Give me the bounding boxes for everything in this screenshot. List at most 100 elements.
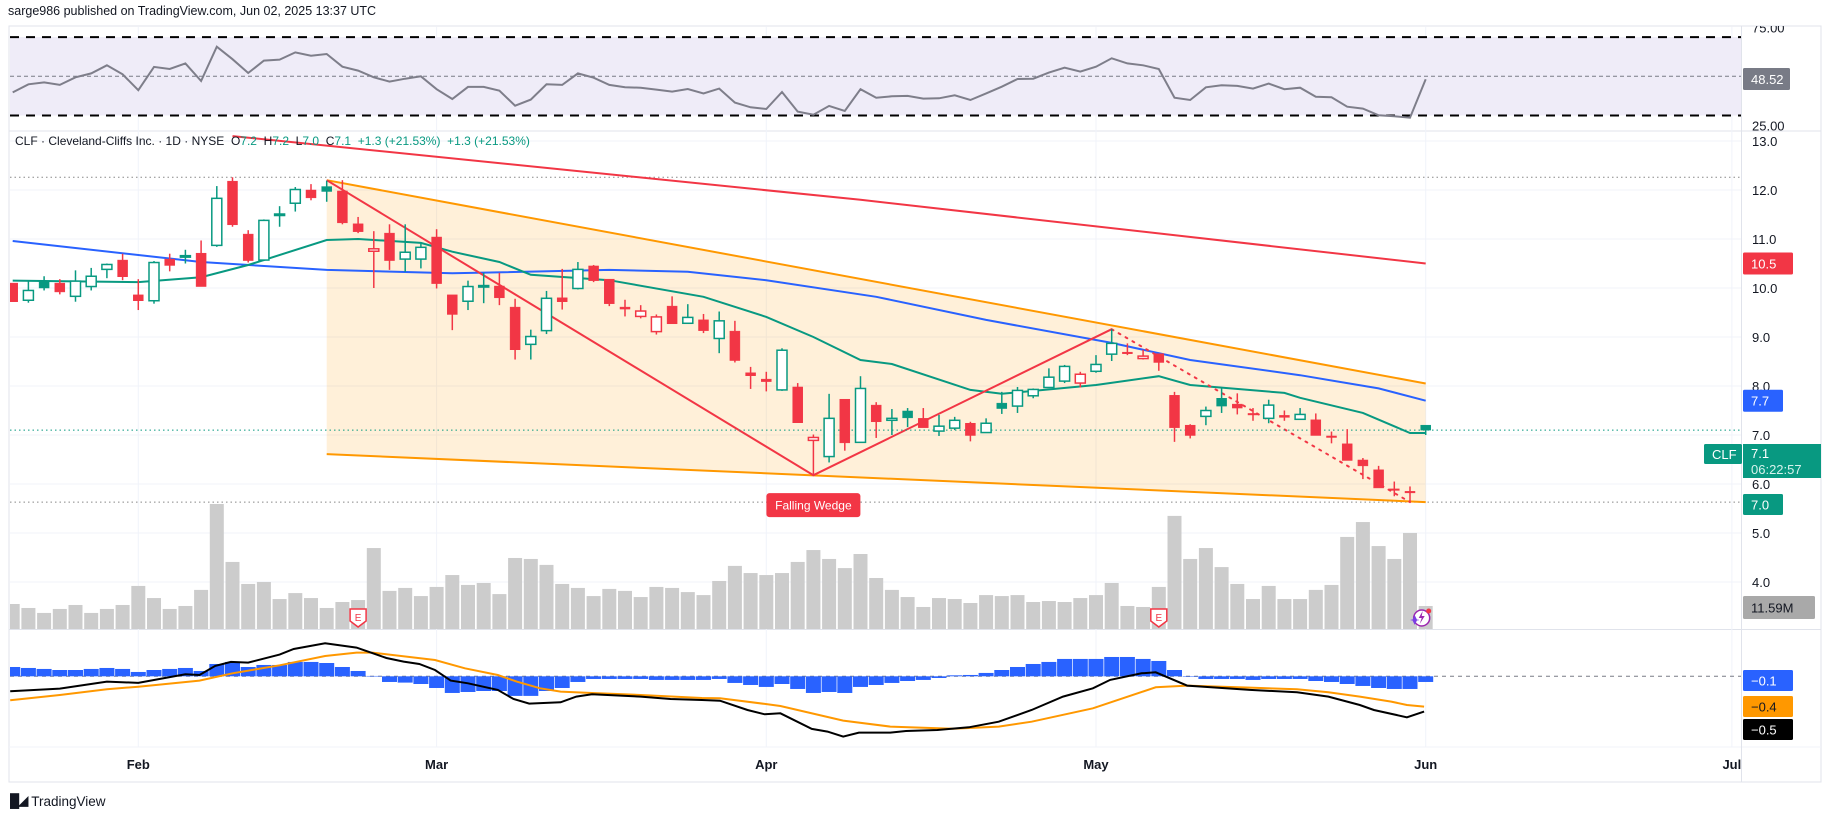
candle[interactable]: [588, 264, 599, 283]
ma200-value-label[interactable]: 10.5: [1743, 252, 1793, 275]
candle[interactable]: [431, 229, 442, 289]
candle[interactable]: [1011, 386, 1024, 413]
candle[interactable]: [807, 434, 820, 476]
candle[interactable]: [368, 231, 380, 288]
price-axis[interactable]: 13.012.011.010.09.08.07.06.05.04.075.002…: [1704, 20, 1821, 740]
candle[interactable]: [1090, 355, 1102, 373]
candle[interactable]: [1247, 408, 1259, 421]
candle[interactable]: [117, 253, 128, 281]
month-label[interactable]: Mar: [425, 757, 448, 772]
candle[interactable]: [1105, 329, 1118, 362]
candle[interactable]: [179, 249, 192, 264]
month-label[interactable]: Jul: [1722, 757, 1741, 772]
wedge-upper-line[interactable]: [326, 179, 1426, 385]
candle[interactable]: [823, 393, 835, 463]
last-price-label[interactable]: 7.106:22:57: [1743, 444, 1821, 478]
candle[interactable]: [1058, 364, 1071, 384]
candle[interactable]: [195, 240, 207, 287]
symbol-legend[interactable]: CLF · Cleveland-Cliffs Inc. · 1D · NYSE …: [15, 134, 530, 148]
candle[interactable]: [1373, 465, 1384, 489]
candle[interactable]: [980, 418, 992, 434]
candle[interactable]: [462, 280, 474, 311]
symbol-tag[interactable]: CLF: [1704, 444, 1742, 464]
earnings-marker[interactable]: E: [1150, 608, 1168, 628]
candle[interactable]: [477, 272, 490, 304]
candle[interactable]: [948, 416, 961, 431]
candle[interactable]: [242, 230, 254, 263]
month-label[interactable]: Jun: [1414, 757, 1437, 772]
candle[interactable]: [666, 296, 678, 325]
candle[interactable]: [1389, 481, 1400, 497]
candle[interactable]: [854, 376, 867, 444]
candle[interactable]: [540, 290, 553, 335]
candle[interactable]: [965, 421, 976, 442]
candle[interactable]: [69, 270, 82, 302]
candle[interactable]: [1200, 406, 1212, 426]
candle[interactable]: [1310, 413, 1322, 436]
candle[interactable]: [22, 281, 35, 303]
candle[interactable]: [650, 314, 663, 335]
candle[interactable]: [792, 383, 803, 424]
candle[interactable]: [933, 414, 945, 436]
candle[interactable]: [1262, 399, 1275, 424]
candle[interactable]: [1404, 486, 1416, 503]
candle[interactable]: [399, 224, 411, 272]
candle[interactable]: [698, 313, 709, 334]
candle[interactable]: [1074, 371, 1087, 388]
candle[interactable]: [148, 261, 160, 304]
candle[interactable]: [289, 187, 302, 212]
candle[interactable]: [54, 279, 66, 295]
candle[interactable]: [494, 272, 505, 306]
candle[interactable]: [634, 305, 647, 319]
candle[interactable]: [1326, 431, 1337, 444]
candle[interactable]: [1294, 408, 1306, 421]
month-label[interactable]: Apr: [755, 757, 777, 772]
month-label[interactable]: May: [1083, 757, 1109, 772]
tradingview-logo[interactable]: █◢ TradingView: [10, 793, 106, 809]
month-label[interactable]: Feb: [127, 757, 150, 772]
price-pane[interactable]: Falling Wedge E E: [6, 135, 1741, 629]
candle[interactable]: [1137, 349, 1149, 360]
candle[interactable]: [1341, 429, 1353, 461]
candle[interactable]: [604, 278, 615, 307]
rsi-value-label[interactable]: 48.52: [1743, 68, 1790, 90]
zigzag-line[interactable]: [326, 179, 1113, 477]
candle[interactable]: [1169, 391, 1180, 442]
candle[interactable]: [352, 216, 364, 234]
candle[interactable]: [1027, 388, 1039, 399]
time-axis[interactable]: Feb Mar Apr May Jun Jul: [127, 757, 1742, 772]
candle[interactable]: [761, 371, 772, 392]
macd-pane[interactable]: [5, 642, 1741, 738]
candle[interactable]: [839, 398, 851, 451]
macd-signal-label[interactable]: −0.4: [1743, 696, 1793, 717]
candle[interactable]: [556, 268, 568, 310]
candle[interactable]: [745, 366, 756, 389]
candle[interactable]: [713, 311, 725, 354]
candle[interactable]: [258, 219, 270, 262]
lightning-event-icon[interactable]: [1410, 608, 1432, 627]
candle[interactable]: [572, 262, 584, 290]
candle[interactable]: [1043, 368, 1055, 389]
wedge-lower-line[interactable]: [326, 453, 1426, 504]
candle[interactable]: [164, 253, 175, 272]
candle[interactable]: [1184, 424, 1196, 439]
candle[interactable]: [918, 408, 929, 428]
candle[interactable]: [8, 282, 18, 302]
rsi-pane[interactable]: [10, 36, 1741, 119]
candle[interactable]: [384, 224, 395, 270]
candle[interactable]: [1357, 458, 1369, 480]
candle[interactable]: [870, 402, 882, 438]
ma50-value-label[interactable]: 7.7: [1743, 389, 1783, 412]
candle[interactable]: [682, 304, 694, 325]
candle[interactable]: [337, 180, 348, 225]
candle[interactable]: [902, 408, 913, 428]
volume-value-label[interactable]: 11.59M: [1743, 596, 1815, 619]
candle[interactable]: [211, 186, 223, 247]
candle[interactable]: [525, 329, 537, 360]
candle[interactable]: [619, 299, 631, 317]
candle[interactable]: [1153, 353, 1165, 371]
ma20-value-label[interactable]: 7.0: [1743, 494, 1783, 515]
candle[interactable]: [133, 279, 144, 311]
candle[interactable]: [38, 276, 50, 291]
